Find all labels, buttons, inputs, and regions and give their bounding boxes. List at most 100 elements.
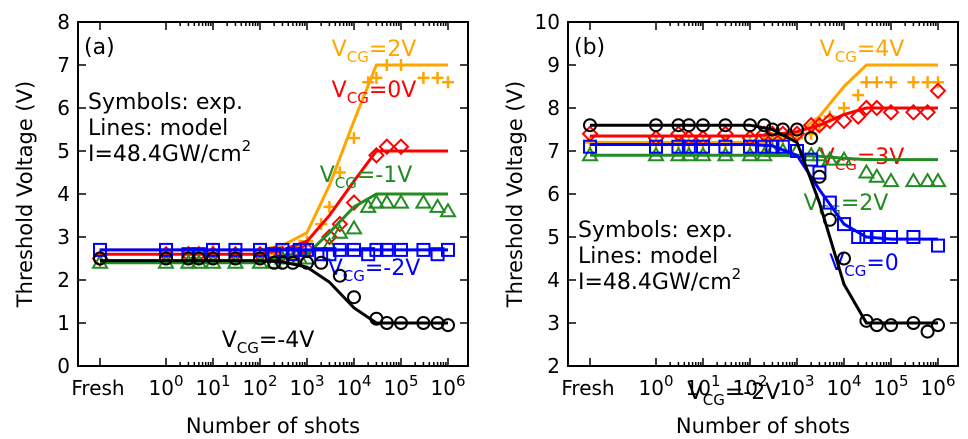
exp-point bbox=[741, 146, 759, 162]
series-label: VCG=0V bbox=[332, 78, 417, 107]
exp-point bbox=[882, 103, 900, 121]
exp-point bbox=[931, 318, 945, 333]
series-label-subscript: CG bbox=[335, 174, 357, 192]
exp-point bbox=[428, 197, 447, 213]
exp-point bbox=[228, 251, 243, 266]
note-intensity-main: I=48.4GW/cm bbox=[88, 142, 242, 167]
y-axis-label: Threshold Voltage (V) bbox=[13, 81, 37, 308]
y-tick-label: 3 bbox=[547, 311, 560, 335]
exp-point bbox=[322, 247, 337, 262]
x-tick-label: 102 bbox=[243, 372, 278, 400]
x-tick-exponent: 2 bbox=[268, 372, 278, 390]
exp-point bbox=[918, 172, 937, 188]
exp-point bbox=[379, 242, 394, 257]
x-axis-label: Number of shots bbox=[676, 414, 850, 438]
exp-point bbox=[696, 118, 710, 133]
note-intensity: I=48.4GW/cm2 bbox=[578, 265, 741, 295]
series-label: VCG=-2V bbox=[688, 380, 781, 409]
note-intensity-main: I=48.4GW/cm bbox=[578, 270, 732, 295]
series-label-main: V bbox=[820, 37, 835, 62]
series-label: VCG=2V bbox=[332, 37, 417, 66]
series-label-subscript: CG bbox=[347, 48, 369, 66]
exp-point bbox=[757, 139, 772, 154]
y-tick-label: 9 bbox=[547, 53, 560, 77]
x-tick-label: 101 bbox=[196, 372, 231, 400]
x-tick-label: 103 bbox=[290, 372, 325, 400]
series-label-subscript: CG bbox=[347, 89, 369, 107]
exp-point bbox=[416, 242, 431, 257]
series-label-subscript: CG bbox=[703, 391, 725, 409]
exp-point bbox=[442, 76, 454, 89]
x-tick-exponent: 6 bbox=[456, 372, 466, 390]
exp-point bbox=[267, 255, 282, 270]
series-label: VCG=-1V bbox=[320, 163, 413, 192]
x-tick-base: 10 bbox=[149, 376, 174, 400]
exp-point bbox=[681, 118, 696, 133]
exp-point bbox=[804, 152, 819, 167]
exp-point bbox=[755, 146, 773, 162]
exp-point bbox=[292, 242, 307, 257]
note-intensity: I=48.4GW/cm2 bbox=[88, 137, 251, 167]
y-tick-label: 4 bbox=[57, 182, 70, 206]
model-line bbox=[590, 153, 938, 162]
exp-point bbox=[191, 251, 206, 266]
x-tick-exponent: 0 bbox=[174, 372, 184, 390]
x-tick-exponent: 0 bbox=[664, 372, 674, 390]
x-tick-label: 104 bbox=[337, 372, 372, 400]
exp-point bbox=[868, 167, 886, 183]
exp-point bbox=[743, 139, 757, 154]
exp-point bbox=[869, 230, 884, 244]
y-tick-label: 0 bbox=[57, 354, 70, 378]
series-label-value: =2V bbox=[841, 191, 888, 216]
y-tick-label: 7 bbox=[547, 139, 560, 163]
exp-point bbox=[430, 316, 445, 330]
exp-point bbox=[583, 118, 597, 133]
exp-point bbox=[765, 122, 780, 137]
series-label-value: =-2V bbox=[725, 380, 780, 405]
series-v-cg-4v: VCG=-4V bbox=[93, 251, 455, 357]
exp-point bbox=[394, 242, 408, 257]
exp-point bbox=[417, 71, 430, 84]
exp-point bbox=[347, 242, 361, 257]
exp-point bbox=[718, 139, 733, 154]
y-tick-label: 8 bbox=[547, 96, 560, 120]
exp-point bbox=[906, 316, 921, 330]
exp-point bbox=[837, 217, 851, 232]
exp-point bbox=[919, 103, 936, 121]
x-tick-base: 10 bbox=[874, 376, 899, 400]
exp-point bbox=[882, 172, 900, 188]
exp-point bbox=[790, 122, 804, 137]
exp-point bbox=[932, 76, 944, 89]
model-line bbox=[100, 192, 448, 265]
exp-point bbox=[906, 230, 921, 244]
series-label-subscript: CG bbox=[844, 262, 866, 280]
exp-point bbox=[439, 202, 457, 218]
exp-point bbox=[838, 102, 850, 114]
y-tick-label: 6 bbox=[57, 96, 70, 120]
exp-point bbox=[681, 139, 696, 154]
exp-point bbox=[680, 146, 698, 162]
exp-point bbox=[378, 193, 396, 209]
exp-point bbox=[716, 146, 735, 162]
exp-point bbox=[159, 242, 173, 257]
series-label: VCG=4V bbox=[820, 37, 905, 66]
exp-point bbox=[581, 146, 599, 162]
series-label-value: =4V bbox=[857, 37, 904, 62]
x-tick-base: 10 bbox=[921, 376, 946, 400]
exp-point bbox=[394, 316, 408, 330]
exp-point bbox=[332, 268, 347, 283]
x-tick-exponent: 3 bbox=[315, 372, 325, 390]
exp-point bbox=[929, 172, 947, 188]
y-tick-label: 2 bbox=[57, 268, 70, 292]
exp-point bbox=[380, 59, 393, 71]
series-label-value: =-2V bbox=[365, 256, 420, 281]
x-tick-label: 105 bbox=[874, 372, 909, 400]
x-tick-exponent: 1 bbox=[221, 372, 231, 390]
exp-point bbox=[647, 146, 665, 162]
x-tick-label: Fresh bbox=[561, 376, 614, 400]
exp-point bbox=[159, 251, 173, 266]
exp-point bbox=[253, 251, 267, 266]
exp-point bbox=[931, 238, 945, 253]
x-tick-label: 100 bbox=[149, 372, 184, 400]
exp-point bbox=[859, 230, 874, 244]
